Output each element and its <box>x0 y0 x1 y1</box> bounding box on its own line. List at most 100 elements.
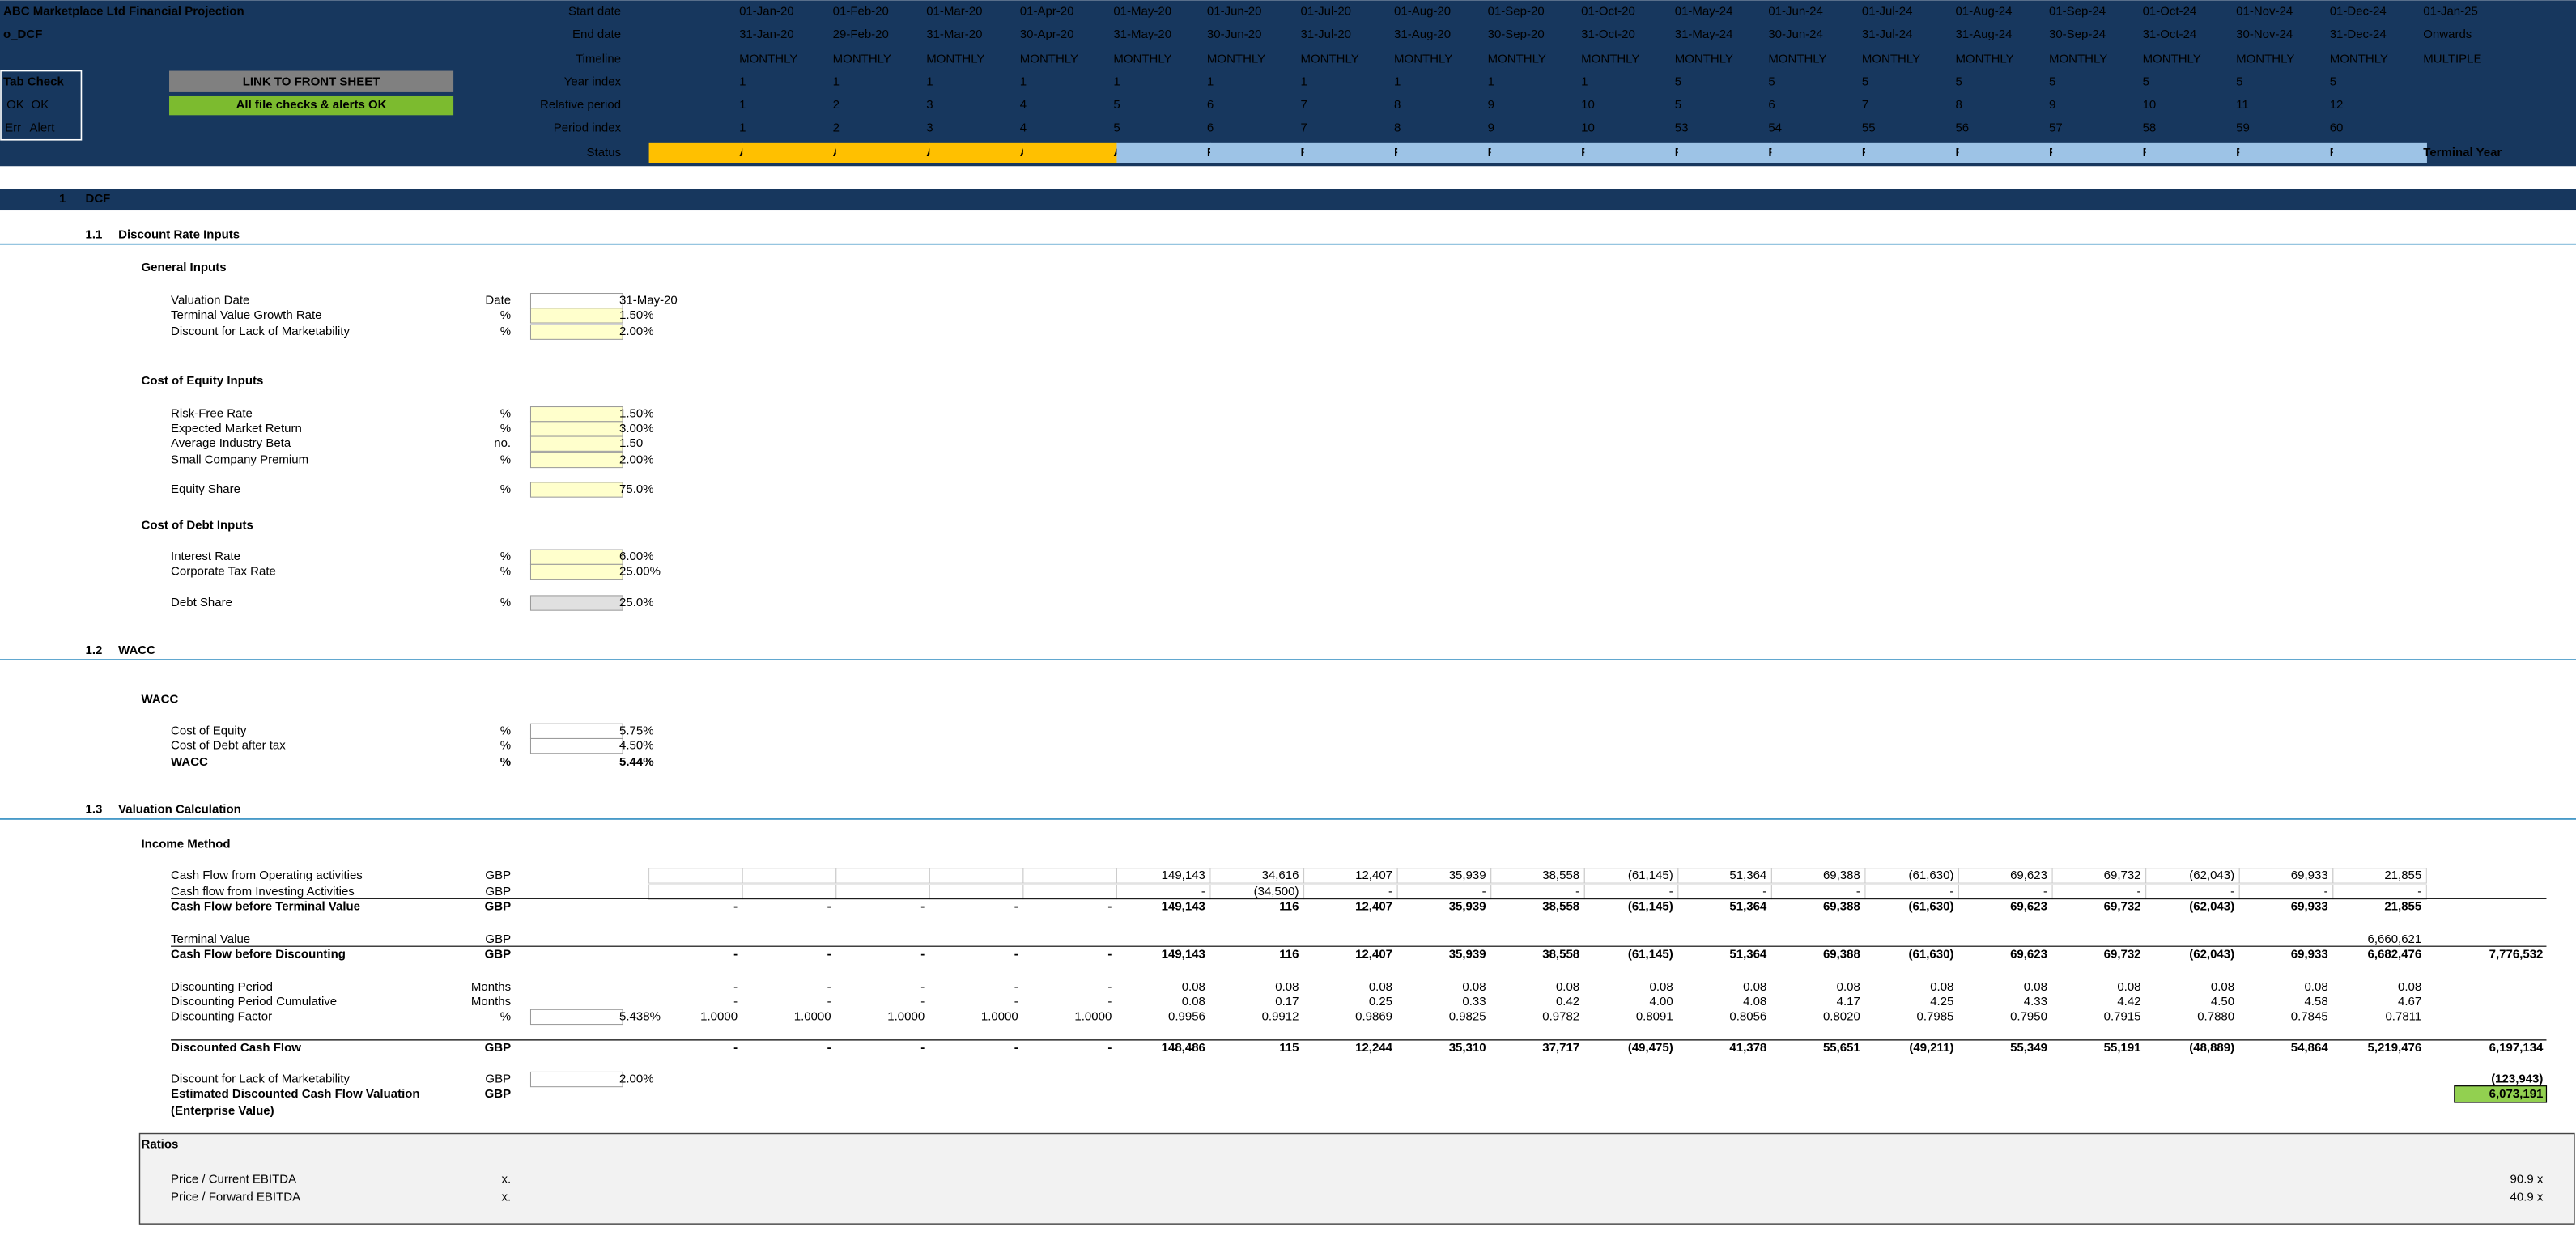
header-cell: MONTHLY <box>739 52 797 66</box>
cell-value: 4.50 <box>2211 995 2234 1009</box>
cell-border <box>2238 884 2334 900</box>
header-cell: 30-Apr-20 <box>1020 28 1074 41</box>
cell-value: (62,043) <box>2189 947 2234 961</box>
cell-value: 0.08 <box>1182 980 1205 994</box>
cell-value: (61,630) <box>1909 899 1954 913</box>
row-label: Cash flow from Investing Activities <box>171 885 355 898</box>
status-cell <box>1958 142 2053 163</box>
cell-value: 148,486 <box>1162 1041 1205 1055</box>
row-label: Discounting Period <box>171 980 273 994</box>
cell-value: - <box>1107 995 1112 1009</box>
row-unit: GBP <box>485 868 511 882</box>
cell-value: - <box>2417 885 2421 898</box>
row-label: Equity Share <box>171 482 240 496</box>
header-cell: 10 <box>1581 121 1595 135</box>
cell-value: 0.08 <box>2398 980 2421 994</box>
input-cell <box>529 293 623 309</box>
cell-value: - <box>827 899 831 913</box>
cell-value: 149,143 <box>1162 868 1205 882</box>
header-cell: 1 <box>1113 75 1120 89</box>
cell-border <box>1583 884 1679 900</box>
cell-value: - <box>827 995 831 1009</box>
input-value: 2.00% <box>619 452 654 466</box>
cell-value: 0.33 <box>1462 995 1486 1009</box>
row-label: WACC <box>171 755 208 769</box>
header-row-label: Relative period <box>540 98 621 112</box>
header-row-label: Timeline <box>576 52 621 66</box>
link-button-bg[interactable] <box>169 70 454 92</box>
cell-border <box>1396 884 1492 900</box>
tab-check-ok: OK <box>6 98 24 112</box>
input-value: 75.0% <box>619 482 654 496</box>
cell-value: 149,143 <box>1162 899 1205 913</box>
status-cell <box>2239 142 2334 163</box>
header-cell: 01-Jan-20 <box>739 4 794 18</box>
input-value: 1.50% <box>619 308 654 322</box>
title: ABC Marketplace Ltd Financial Projection <box>3 4 244 18</box>
cell-value: (49,211) <box>1909 1041 1953 1055</box>
cell-value: 4.42 <box>2117 995 2140 1009</box>
input-cell <box>529 549 623 565</box>
cell-border <box>1022 884 1117 900</box>
cell-value: - <box>2137 885 2141 898</box>
cell-value: 0.42 <box>1556 995 1579 1009</box>
row-label: Small Company Premium <box>171 452 308 466</box>
cell-value: (48,889) <box>2189 1041 2234 1055</box>
row-unit: GBP <box>485 1041 512 1055</box>
header-cell: 1 <box>1300 75 1307 89</box>
header-cell: 01-Aug-24 <box>1955 4 2012 18</box>
header-cell: 57 <box>2049 121 2063 135</box>
row-label: Discounting Period Cumulative <box>171 995 337 1009</box>
input-value: 1.50 <box>619 436 643 450</box>
status-cell <box>2145 142 2240 163</box>
cell-value: 51,364 <box>1729 868 1766 882</box>
cell-value: 41,378 <box>1729 1041 1766 1055</box>
cell-border <box>1116 884 1211 900</box>
row-unit: % <box>500 564 511 578</box>
cell-border <box>929 884 1024 900</box>
header-cell: 01-Jun-20 <box>1207 4 1262 18</box>
cell-value: 149,143 <box>1162 947 1205 961</box>
cell-value: (61,630) <box>1909 868 1954 882</box>
cell-value: 116 <box>1279 899 1299 913</box>
cell-value: - <box>2324 885 2328 898</box>
cell-value: 4.58 <box>2304 995 2327 1009</box>
cell-border <box>1677 884 1772 900</box>
header-cell: 8 <box>1394 121 1401 135</box>
cell-value: 51,364 <box>1729 899 1767 913</box>
header-cell: MONTHLY <box>926 52 984 66</box>
input-cell <box>529 421 623 437</box>
cell-border <box>1864 884 1960 900</box>
cell-value: - <box>920 995 925 1009</box>
header-cell: 5 <box>1768 75 1775 89</box>
input-cell <box>529 595 623 611</box>
header-cell: 55 <box>1862 121 1876 135</box>
total-value: 90.9 x <box>2510 1172 2544 1186</box>
status-label: Terminal Year <box>2423 146 2502 159</box>
cell-value: - <box>1388 885 1392 898</box>
cell-value: 38,558 <box>1542 868 1579 882</box>
header-cell: 01-Jan-25 <box>2423 4 2478 18</box>
cell-border <box>2332 884 2427 900</box>
total-value: (123,943) <box>2491 1072 2543 1086</box>
cell-value: 35,939 <box>1449 868 1486 882</box>
header-cell: 5 <box>2330 75 2336 89</box>
cell-value: 0.8020 <box>1823 1009 1860 1023</box>
cell-value: - <box>1014 1041 1018 1055</box>
header-row-label: Year index <box>564 75 622 89</box>
subsection-number: 1.1 <box>86 227 103 241</box>
header-cell: 31-May-24 <box>1675 28 1733 41</box>
cell-value: - <box>1949 885 1953 898</box>
header-cell: 9 <box>2049 98 2055 112</box>
cell-value: - <box>733 980 738 994</box>
row-label: Price / Forward EBITDA <box>171 1191 300 1204</box>
cell-value: 69,623 <box>2010 868 2047 882</box>
header-cell: 31-Oct-20 <box>1581 28 1635 41</box>
cell-value: 55,349 <box>2010 1041 2047 1055</box>
status-cell <box>648 142 743 163</box>
cell-value: 69,933 <box>2291 947 2328 961</box>
link-button[interactable]: LINK TO FRONT SHEET <box>243 74 380 88</box>
cell-value: - <box>1107 1041 1112 1055</box>
cell-value: 34,616 <box>1262 868 1299 882</box>
group-title: Ratios <box>142 1138 179 1152</box>
